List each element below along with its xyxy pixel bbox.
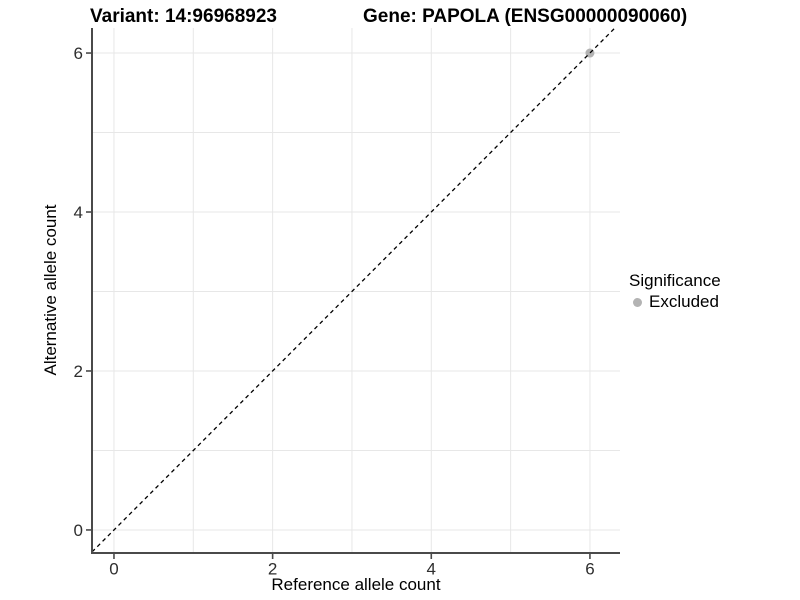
x-tick-label: 4 (427, 560, 436, 579)
y-tick-label: 2 (74, 362, 83, 381)
y-tick-label: 0 (74, 521, 83, 540)
legend-items: Excluded (629, 293, 797, 311)
x-tick-label: 6 (585, 560, 594, 579)
y-tick-label: 4 (74, 203, 83, 222)
x-tick-label: 0 (109, 560, 118, 579)
y-axis-title: Alternative allele count (41, 204, 60, 376)
y-tick-label: 6 (74, 44, 83, 63)
legend-item: Excluded (629, 293, 797, 311)
legend-key-dot-icon (633, 297, 642, 307)
legend-title: Significance (629, 271, 721, 290)
identity-line (91, 27, 616, 553)
legend: Significance Excluded (629, 271, 797, 311)
x-axis-title: Reference allele count (271, 575, 441, 594)
plot-title-variant: Variant: 14:96968923 (90, 6, 277, 27)
x-tick-label: 2 (268, 560, 277, 579)
plot-title-gene: Gene: PAPOLA (ENSG00000090060) (363, 6, 688, 27)
legend-item-label: Excluded (649, 292, 719, 311)
